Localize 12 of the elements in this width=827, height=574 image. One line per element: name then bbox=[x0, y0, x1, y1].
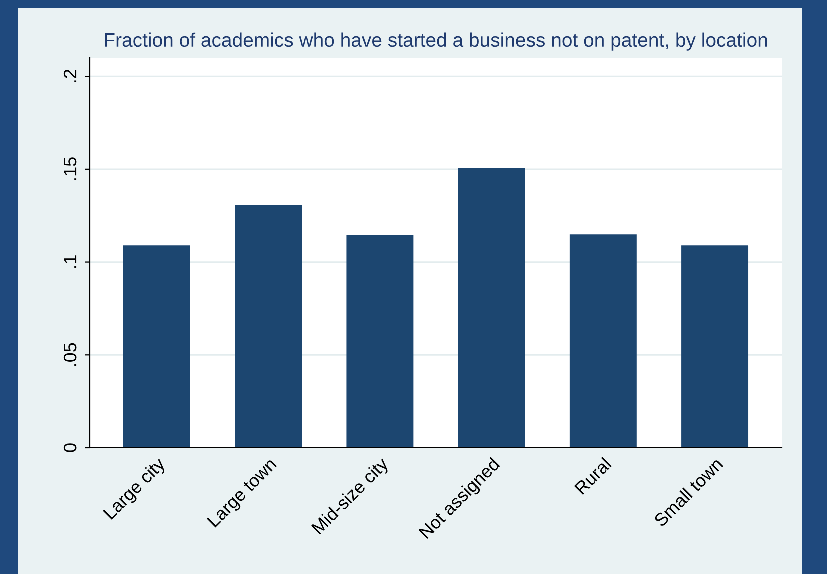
y-tick-label: .15 bbox=[64, 158, 77, 180]
y-tick-label: .1 bbox=[64, 256, 77, 268]
y-tick-label: .05 bbox=[64, 343, 77, 366]
y-tick-label: 0 bbox=[64, 444, 77, 452]
bar bbox=[458, 168, 526, 448]
bar bbox=[682, 246, 749, 448]
bar bbox=[235, 205, 302, 448]
y-tick-label: .2 bbox=[64, 70, 77, 82]
bar bbox=[123, 246, 190, 448]
bar bbox=[570, 234, 637, 448]
bar bbox=[346, 236, 414, 448]
chart-title: Fraction of academics who have started a business not on patent, by location bbox=[105, 32, 768, 51]
